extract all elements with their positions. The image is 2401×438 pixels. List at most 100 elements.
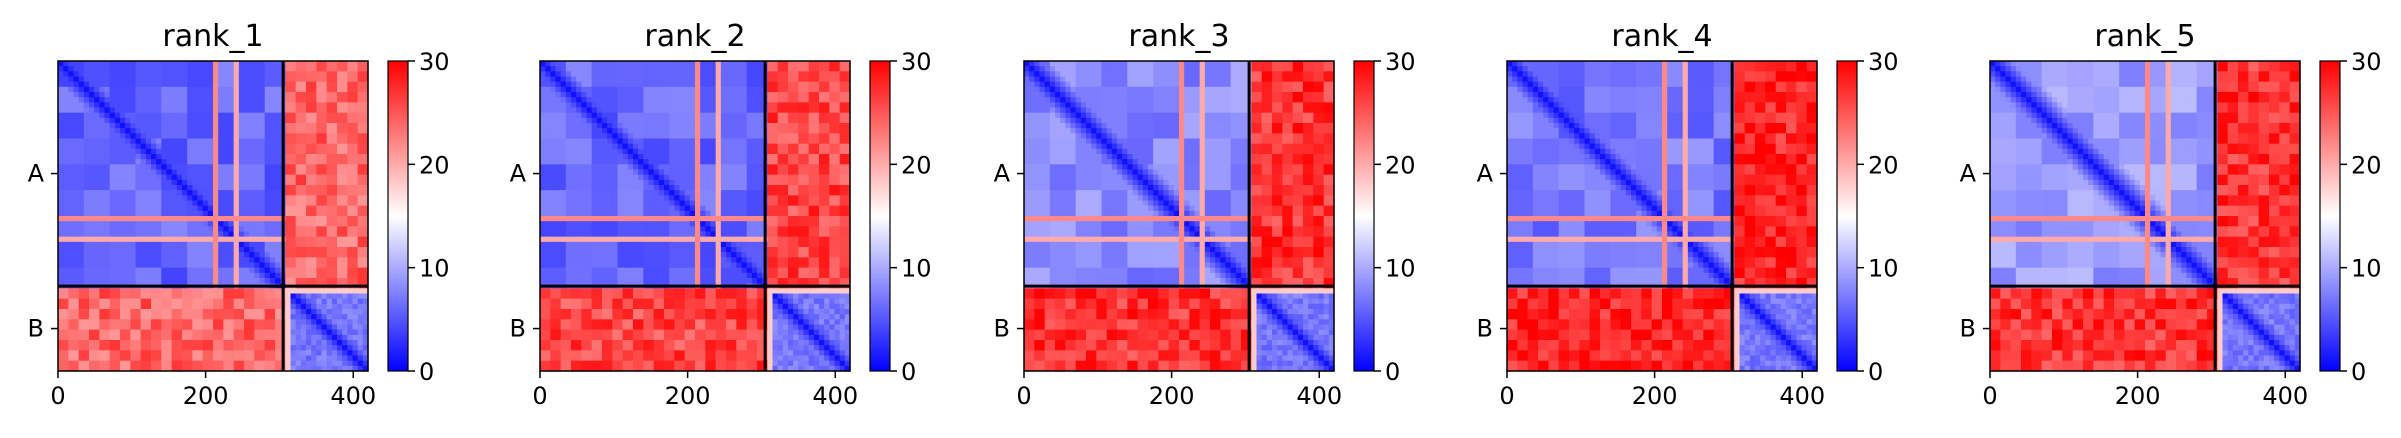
heatmap-cell <box>316 278 322 284</box>
heatmap-cell <box>659 170 665 176</box>
heatmap-cell <box>172 314 178 320</box>
heatmap-cell <box>783 71 789 77</box>
heatmap-cell <box>291 113 297 119</box>
heatmap-cell <box>643 61 649 67</box>
heatmap-cell <box>182 61 188 67</box>
heatmap-cell <box>742 149 748 155</box>
heatmap-cell <box>156 361 162 367</box>
heatmap-cell <box>249 278 255 284</box>
heatmap-cell <box>793 113 799 119</box>
heatmap-cell <box>347 92 353 98</box>
heatmap-cell <box>187 139 193 145</box>
heatmap-cell <box>198 164 204 170</box>
heatmap-cell <box>208 77 214 83</box>
heatmap-cell <box>664 144 670 150</box>
heatmap-cell <box>239 263 245 269</box>
heatmap-cell <box>213 61 219 67</box>
heatmap-cell <box>685 102 691 108</box>
heatmap-cell <box>146 133 152 139</box>
heatmap-cell <box>177 159 183 165</box>
heatmap-cell <box>249 268 255 274</box>
heatmap-cell <box>322 97 328 103</box>
heatmap-cell <box>322 185 328 191</box>
heatmap-cell <box>540 102 546 108</box>
heatmap-cell <box>275 237 281 243</box>
heatmap-cell <box>177 356 183 362</box>
heatmap-cell <box>757 123 763 129</box>
heatmap-cell <box>358 221 364 227</box>
heatmap-cell <box>213 108 219 114</box>
heatmap-cell <box>664 175 670 181</box>
heatmap-cell <box>125 66 131 72</box>
heatmap-cell <box>156 252 162 258</box>
heatmap-cell <box>172 216 178 222</box>
heatmap-cell <box>218 102 224 108</box>
heatmap-cell <box>804 71 810 77</box>
heatmap-cell <box>347 102 353 108</box>
heatmap-cell <box>265 211 271 217</box>
heatmap-cell <box>161 185 167 191</box>
heatmap-cell <box>275 82 281 88</box>
heatmap-cell <box>285 319 291 325</box>
heatmap-cell <box>561 123 567 129</box>
heatmap-cell <box>105 97 111 103</box>
heatmap-cell <box>316 133 322 139</box>
heatmap-cell <box>561 102 567 108</box>
heatmap-cell <box>68 123 74 129</box>
heatmap-cell <box>182 164 188 170</box>
heatmap-cell <box>254 330 260 336</box>
heatmap-cell <box>270 350 276 356</box>
heatmap-cell <box>223 294 229 300</box>
heatmap-cell <box>618 113 624 119</box>
colorbar-tick-label: 0 <box>419 358 434 386</box>
heatmap-cell <box>358 325 364 331</box>
heatmap-cell <box>198 66 204 72</box>
heatmap-cell <box>234 247 240 253</box>
heatmap-cell <box>244 102 250 108</box>
heatmap-cell <box>757 128 763 134</box>
heatmap-cell <box>643 87 649 93</box>
heatmap-cell <box>187 170 193 176</box>
heatmap-cell <box>68 252 74 258</box>
heatmap-cell <box>337 252 343 258</box>
heatmap-cell <box>249 66 255 72</box>
heatmap-cell <box>337 309 343 315</box>
heatmap-cell <box>187 237 193 243</box>
heatmap-cell <box>342 61 348 67</box>
heatmap-cell <box>89 288 95 294</box>
heatmap-cell <box>592 128 598 134</box>
heatmap-cell <box>208 325 214 331</box>
heatmap-cell <box>757 164 763 170</box>
heatmap-cell <box>711 82 717 88</box>
heatmap-cell <box>742 144 748 150</box>
heatmap-cell <box>342 159 348 165</box>
heatmap-cell <box>198 263 204 269</box>
heatmap-cell <box>643 159 649 165</box>
heatmap-cell <box>94 154 100 160</box>
heatmap-cell <box>332 314 338 320</box>
heatmap-cell <box>347 123 353 129</box>
heatmap-cell <box>301 319 307 325</box>
heatmap-cell <box>203 92 209 98</box>
heatmap-cell <box>654 92 660 98</box>
heatmap-cell <box>99 113 105 119</box>
heatmap-cell <box>296 144 302 150</box>
heatmap-cell <box>234 87 240 93</box>
heatmap-cell <box>347 82 353 88</box>
heatmap-cell <box>540 139 546 145</box>
heatmap-cell <box>581 144 587 150</box>
heatmap-cell <box>161 201 167 207</box>
heatmap-cell <box>94 325 100 331</box>
heatmap-cell <box>141 263 147 269</box>
heatmap-cell <box>94 185 100 191</box>
heatmap-cell <box>327 190 333 196</box>
heatmap-cell <box>182 314 188 320</box>
heatmap-cell <box>198 113 204 119</box>
heatmap-cell <box>94 175 100 181</box>
heatmap-cell <box>798 87 804 93</box>
heatmap-cell <box>254 263 260 269</box>
heatmap-cell <box>680 97 686 103</box>
heatmap-cell <box>296 97 302 103</box>
heatmap-cell <box>674 82 680 88</box>
heatmap-cell <box>270 201 276 207</box>
